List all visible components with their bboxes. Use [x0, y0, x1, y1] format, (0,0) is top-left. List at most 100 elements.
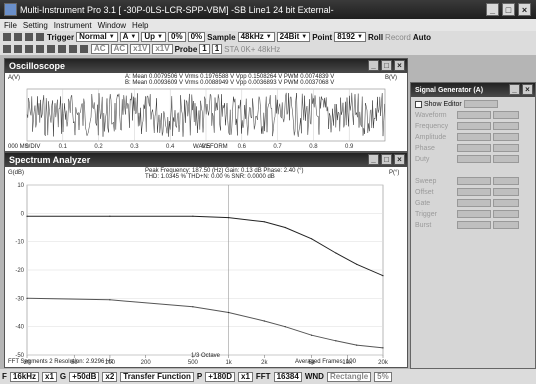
trigger-channel-select[interactable]: A ▼	[119, 32, 140, 42]
hold-icon[interactable]	[47, 45, 55, 53]
phase-multiplier-select[interactable]: x1	[238, 371, 253, 382]
spectrum-data-point	[192, 306, 194, 308]
generator-setting-field[interactable]	[457, 177, 491, 185]
chevron-down-icon: ▼	[108, 34, 115, 40]
pause-icon[interactable]	[25, 33, 33, 41]
ch-b-range-select[interactable]: x1V	[152, 44, 173, 54]
stop-icon[interactable]	[14, 33, 22, 41]
spectrum-series-line	[26, 297, 384, 349]
spectrum-x-tick-label: 10k	[342, 360, 353, 366]
roll-button[interactable]: Roll	[367, 32, 384, 42]
close-icon[interactable]: ×	[518, 3, 531, 16]
toolbar-trigger: Trigger Normal ▼ A ▼ Up ▼ 0% 0% Sample 48kH…	[0, 31, 536, 43]
generator-setting-unit[interactable]	[493, 188, 519, 196]
generator-setting-unit[interactable]	[493, 111, 519, 119]
measure-icon[interactable]	[36, 45, 44, 53]
window-function-select[interactable]: Rectangle	[326, 371, 372, 382]
spectrum-data-point	[228, 311, 230, 314]
minimize-icon[interactable]: _	[368, 60, 379, 71]
spectrum-titlebar[interactable]: Spectrum Analyzer _ □ ×	[5, 153, 407, 167]
play-icon[interactable]	[3, 33, 11, 41]
spectrum-x-tick-label: 200	[141, 360, 152, 366]
bit-depth-select[interactable]: 24Bit ▼	[276, 32, 311, 42]
oscilloscope-titlebar[interactable]: Oscilloscope _ □ ×	[5, 59, 407, 73]
generator-setting-field[interactable]	[457, 199, 491, 207]
frequency-select[interactable]: 16kHz	[9, 371, 40, 382]
close-icon[interactable]: ×	[522, 84, 533, 95]
menu-instrument[interactable]: Instrument	[53, 20, 92, 30]
menu-setting[interactable]: Setting	[22, 20, 48, 30]
trigger-level-input[interactable]: 0%	[168, 32, 186, 42]
spectrum-y-tick-label: 0	[21, 211, 25, 217]
export-icon[interactable]	[69, 45, 77, 53]
probe-a-select[interactable]: 1	[199, 44, 210, 54]
status-readout: STA 0K+ 48kHz	[224, 44, 281, 54]
sample-rate-select[interactable]: 48kHz ▼	[237, 32, 275, 42]
menu-help[interactable]: Help	[132, 20, 149, 30]
fft-size-select[interactable]: 16384	[273, 371, 302, 382]
generator-setting-field[interactable]	[457, 111, 491, 119]
close-icon[interactable]: ×	[394, 154, 405, 165]
zoom-icon[interactable]	[14, 45, 22, 53]
menu-window[interactable]: Window	[97, 20, 127, 30]
trigger-icon[interactable]	[36, 33, 44, 41]
ch-a-coupling-select[interactable]: AC	[91, 44, 109, 54]
gain-multiplier-select[interactable]: x2	[102, 371, 118, 382]
generator-setting-unit[interactable]	[493, 133, 519, 141]
generator-setting-field[interactable]	[457, 144, 491, 152]
minimize-icon[interactable]: _	[368, 154, 379, 165]
show-editor-checkbox[interactable]	[415, 100, 422, 108]
generator-setting-field[interactable]	[457, 122, 491, 130]
osc-tick-label: 0.1	[59, 144, 68, 150]
frequency-multiplier-select[interactable]: x1	[42, 371, 57, 382]
generator-setting-label: Burst	[415, 221, 432, 229]
signal-generator-titlebar[interactable]: Signal Generator (A) _ ×	[411, 83, 535, 97]
generator-setting-unit[interactable]	[493, 155, 519, 163]
overlap-select[interactable]: 5%	[374, 371, 392, 382]
minimize-icon[interactable]: _	[486, 3, 499, 16]
generator-setting-unit[interactable]	[493, 144, 519, 152]
auto-button[interactable]: Auto	[412, 32, 432, 42]
points-select[interactable]: 8192 ▼	[334, 32, 366, 42]
record-button[interactable]: Record	[385, 32, 411, 42]
maximize-icon[interactable]: □	[381, 154, 392, 165]
generator-setting-unit[interactable]	[493, 199, 519, 207]
menu-file[interactable]: File	[4, 20, 17, 30]
phase-select[interactable]: +180D	[205, 371, 235, 382]
generator-setting-field[interactable]	[457, 221, 491, 229]
generator-setting-field[interactable]	[457, 133, 491, 141]
spectrum-data-point	[284, 226, 286, 229]
spectrum-data-point	[311, 238, 313, 240]
probe-b-select[interactable]: 1	[211, 44, 223, 54]
maximize-icon[interactable]: □	[502, 3, 515, 16]
generator-setting-unit[interactable]	[493, 221, 519, 229]
generator-setting-field[interactable]	[457, 155, 491, 163]
spectrum-y-tick-label: 10	[17, 183, 24, 189]
close-icon[interactable]: ×	[394, 60, 405, 71]
trigger-delay-input[interactable]: 0%	[187, 32, 206, 42]
cursor-icon[interactable]	[3, 45, 11, 53]
ch-a-range-select[interactable]: x1V	[130, 44, 151, 54]
generator-setting-field[interactable]	[457, 210, 491, 218]
minimize-icon[interactable]: _	[509, 84, 520, 95]
window-title: Multi-Instrument Pro 3.1 [ -30P-0LS-LCR-…	[20, 4, 334, 15]
reset-icon[interactable]	[58, 45, 66, 53]
ch-b-coupling-select[interactable]: AC	[110, 44, 129, 54]
generator-setting-unit[interactable]	[493, 122, 519, 130]
gain-select[interactable]: +50dB	[69, 371, 100, 382]
generator-mode-select[interactable]	[463, 100, 498, 108]
generator-setting-unit[interactable]	[493, 177, 519, 185]
osc-tick-label: 0.9	[345, 144, 354, 150]
trigger-edge-select[interactable]: Up ▼	[141, 32, 166, 42]
spectrum-x-tick-label: 5k	[308, 360, 315, 366]
function-select[interactable]: Transfer Function	[120, 371, 194, 382]
settings-icon[interactable]	[80, 45, 88, 53]
generator-setting-unit[interactable]	[493, 210, 519, 218]
spectrum-y-tick-label: -50	[15, 353, 24, 359]
oscilloscope-plot[interactable]: 0 0.1 0.2 0.3 0.4 0.5 0.6 0.7 0.8 0.9	[5, 73, 407, 151]
maximize-icon[interactable]: □	[381, 60, 392, 71]
trigger-mode-select[interactable]: Normal ▼	[76, 32, 118, 42]
generator-setting-field[interactable]	[457, 188, 491, 196]
spectrum-plot[interactable]: -50 -40 -30 -20 -10 0 10 20 50 100 200 500 1k 2k 5k 10k…	[5, 167, 407, 367]
grid-icon[interactable]	[25, 45, 33, 53]
